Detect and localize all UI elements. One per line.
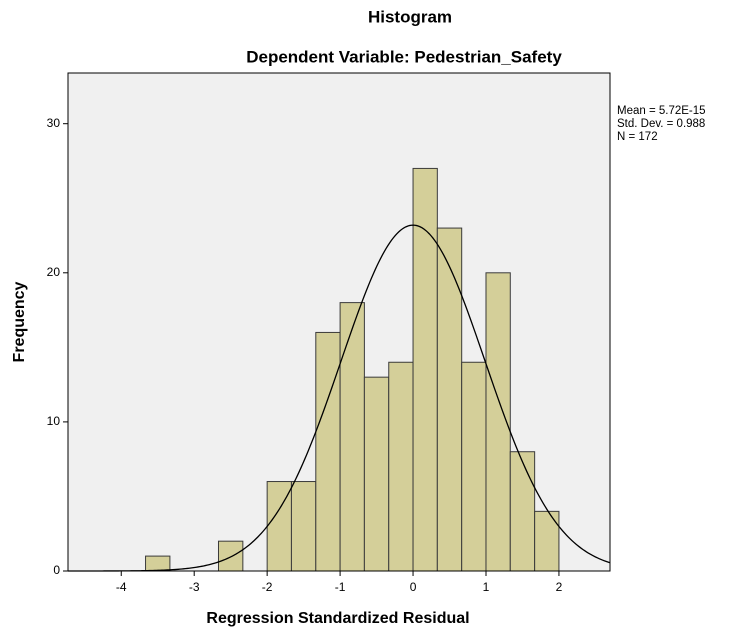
bar xyxy=(363,376,390,572)
x-tick-label: -1 xyxy=(335,580,346,594)
stats-label: Std. Dev. = 0.988 xyxy=(617,118,705,130)
bar xyxy=(217,540,244,572)
bar xyxy=(388,361,414,572)
stats-label: Mean = 5.72E-15 xyxy=(617,105,706,117)
x-tick-label: 2 xyxy=(556,580,563,594)
y-tick-label: 30 xyxy=(47,116,61,130)
bar xyxy=(412,167,438,572)
plot-border xyxy=(67,72,611,572)
bar xyxy=(290,481,317,572)
x-tick-label: 0 xyxy=(410,580,417,594)
bar xyxy=(509,451,536,572)
y-tick-label: 0 xyxy=(53,563,60,577)
bar xyxy=(145,555,171,572)
x-tick-label: -3 xyxy=(189,580,200,594)
bar xyxy=(315,331,341,572)
normal-curve xyxy=(68,224,611,572)
chart-title: Histogram xyxy=(368,7,452,26)
y-tick-label: 20 xyxy=(47,265,61,279)
bar xyxy=(436,227,463,572)
chart-subtitle: Dependent Variable: Pedestrian_Safety xyxy=(246,47,562,66)
y-tick-label: 10 xyxy=(47,414,61,428)
x-axis-title: Regression Standardized Residual xyxy=(206,610,469,627)
x-tick-label: -4 xyxy=(116,580,127,594)
x-tick-label: 1 xyxy=(483,580,490,594)
bar xyxy=(534,510,560,572)
bar xyxy=(339,302,365,572)
y-axis-title: Frequency xyxy=(11,281,28,362)
x-tick-label: -2 xyxy=(262,580,273,594)
stats-label: N = 172 xyxy=(617,131,658,143)
bar xyxy=(461,361,487,572)
